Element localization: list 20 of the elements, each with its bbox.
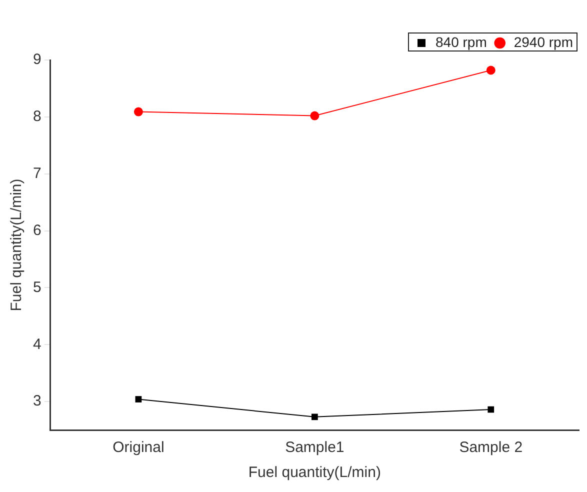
point bbox=[311, 414, 318, 420]
point bbox=[310, 111, 320, 120]
x-tick-label: Sample1 bbox=[285, 439, 344, 456]
legend-label: 840 rpm bbox=[435, 34, 487, 50]
x-tick-label: Original bbox=[112, 439, 164, 456]
point bbox=[135, 396, 142, 402]
point bbox=[134, 107, 143, 116]
x-axis-title: Fuel quantity(L/min) bbox=[248, 464, 381, 482]
y-tick-label: 8 bbox=[33, 108, 42, 126]
y-tick-label: 5 bbox=[33, 278, 42, 296]
y-tick-label: 4 bbox=[33, 336, 42, 353]
y-axis-title: Fuel quantity(L/min) bbox=[8, 178, 26, 312]
y-tick-label: 7 bbox=[33, 164, 42, 182]
y-tick-label: 9 bbox=[33, 51, 42, 68]
x-tick-label: Sample 2 bbox=[459, 439, 523, 456]
y-tick-label: 3 bbox=[33, 392, 42, 410]
y-tick-label: 6 bbox=[33, 222, 42, 239]
legend-label: 2940 rpm bbox=[514, 34, 574, 50]
point bbox=[486, 66, 496, 75]
point bbox=[488, 406, 494, 413]
